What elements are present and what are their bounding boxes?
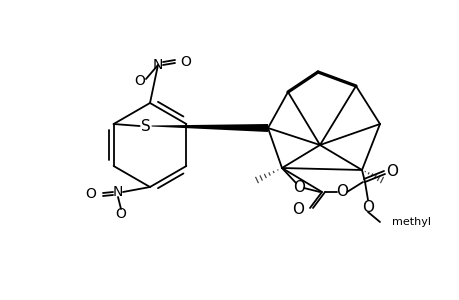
- Text: N: N: [152, 58, 163, 72]
- Text: O: O: [180, 55, 191, 69]
- Text: O: O: [134, 74, 145, 88]
- Text: N: N: [112, 185, 123, 199]
- Text: S: S: [140, 118, 150, 134]
- Text: O: O: [292, 181, 304, 196]
- Text: O: O: [291, 202, 303, 217]
- Text: methyl: methyl: [391, 217, 430, 227]
- Polygon shape: [151, 124, 268, 132]
- Text: O: O: [115, 207, 126, 221]
- Text: O: O: [335, 184, 347, 200]
- Text: O: O: [85, 187, 96, 201]
- Text: O: O: [385, 164, 397, 179]
- Text: O: O: [361, 200, 373, 215]
